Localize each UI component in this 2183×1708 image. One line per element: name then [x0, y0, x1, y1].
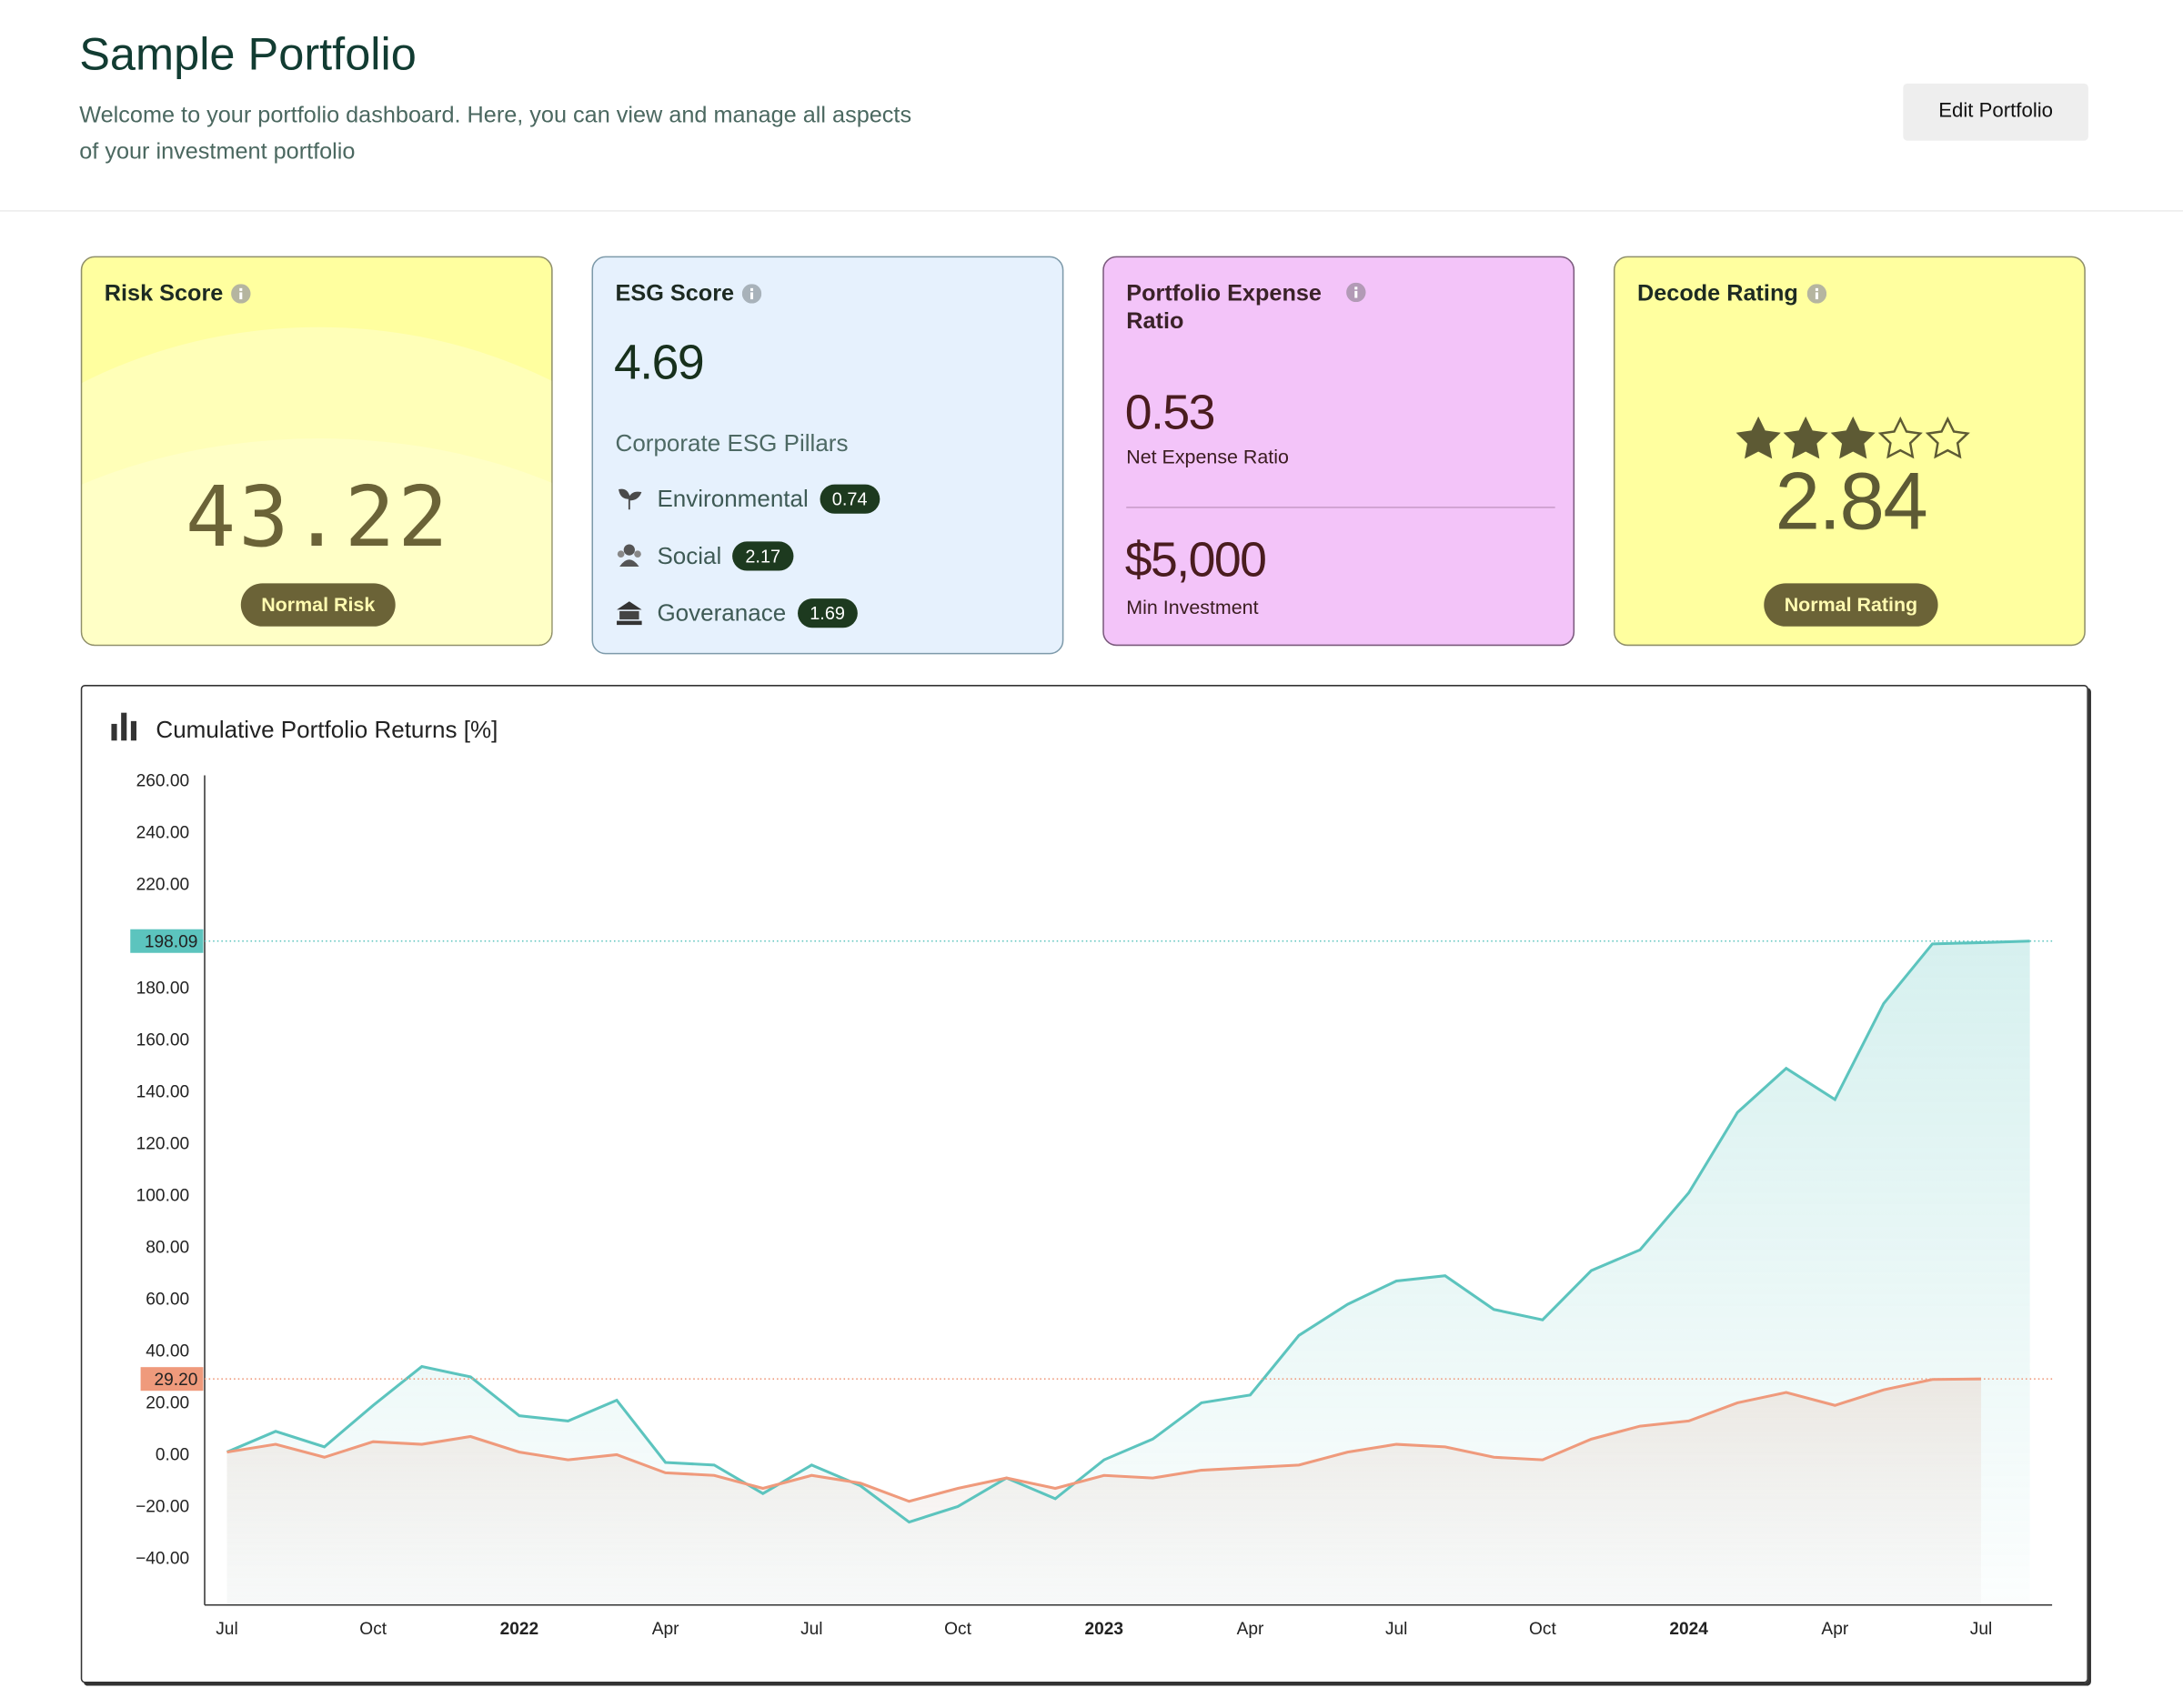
x-tick-label: Jul — [216, 1620, 237, 1639]
y-tick-label: 240.00 — [136, 823, 190, 842]
risk-badge: Normal Risk — [240, 583, 396, 627]
esg-subtitle: Corporate ESG Pillars — [615, 429, 849, 457]
esg-card: ESG Score 4.69 Corporate ESG Pillars Env… — [591, 256, 1064, 655]
pillar-name: Goveranace — [657, 599, 787, 627]
y-tick-label: 160.00 — [136, 1030, 190, 1050]
info-icon[interactable] — [1806, 284, 1826, 304]
y-tick-label: 0.00 — [156, 1446, 189, 1465]
x-tick-label: Jul — [1970, 1620, 1992, 1639]
expense-card: Portfolio Expense Ratio 0.53 Net Expense… — [1102, 256, 1575, 647]
reference-label: 198.09 — [145, 933, 198, 952]
page-subtitle: Welcome to your portfolio dashboard. Her… — [79, 103, 912, 165]
risk-card: Risk Score 43.22 Normal Risk — [80, 256, 553, 647]
reference-label-bg — [130, 929, 204, 953]
line — [226, 1377, 1982, 1503]
rating-value: 2.84 — [1775, 457, 1928, 548]
card-title-row: Risk Score — [105, 280, 251, 308]
reference-label-bg — [140, 1367, 204, 1392]
risk-value: 43.22 — [185, 468, 451, 567]
pillar-name: Environmental — [657, 486, 809, 513]
y-tick-label: 120.00 — [136, 1134, 190, 1153]
x-tick-label: Jul — [800, 1620, 822, 1639]
esg-value: 4.69 — [613, 335, 705, 390]
card-title: ESG Score — [615, 281, 735, 306]
pillar-row: Environmental 0.74 — [616, 484, 880, 514]
card-title: Decode Rating — [1636, 281, 1798, 306]
y-tick-label: 40.00 — [146, 1342, 189, 1361]
x-tick-label: Oct — [1529, 1620, 1556, 1639]
chart-title: Cumulative Portfolio Returns [%] — [156, 716, 498, 743]
y-tick-label: 20.00 — [146, 1394, 189, 1413]
risk-arcs — [82, 327, 552, 645]
info-icon[interactable] — [742, 284, 762, 304]
y-tick-label: 180.00 — [136, 979, 190, 998]
line — [226, 939, 2030, 1524]
x-tick-label: 2022 — [500, 1620, 539, 1639]
page-title: Sample Portfolio — [79, 27, 417, 80]
pillar-value: 0.74 — [820, 484, 880, 514]
info-icon[interactable] — [231, 284, 251, 304]
leaf-icon — [619, 488, 642, 510]
y-tick-label: −20.00 — [136, 1498, 189, 1517]
pillar-value: 1.69 — [797, 598, 858, 628]
divider — [1126, 507, 1555, 508]
x-tick-label: Jul — [1385, 1620, 1407, 1639]
y-tick-label: 80.00 — [146, 1239, 189, 1258]
expense-value: 0.53 — [1124, 385, 1216, 440]
y-tick-label: 260.00 — [136, 771, 190, 790]
card-title-row: Portfolio Expense Ratio — [1126, 280, 1366, 336]
rating-card: Decode Rating 2.84 Normal Rating — [1613, 256, 2086, 647]
x-tick-label: Oct — [359, 1620, 387, 1639]
reference-label: 29.20 — [154, 1371, 197, 1390]
min-investment-label: Min Investment — [1126, 596, 1259, 618]
card-title: Portfolio Expense Ratio — [1126, 281, 1322, 335]
area — [226, 1379, 1982, 1605]
x-tick-label: Apr — [652, 1620, 679, 1639]
x-tick-label: Apr — [1237, 1620, 1264, 1639]
x-tick-label: Oct — [944, 1620, 971, 1639]
card-title: Risk Score — [104, 281, 224, 306]
building-icon — [617, 601, 642, 626]
area — [226, 940, 2030, 1605]
x-tick-label: 2023 — [1084, 1620, 1123, 1639]
x-tick-label: 2024 — [1669, 1620, 1708, 1639]
chart-icon — [111, 712, 136, 741]
card-title-row: Decode Rating — [1637, 280, 1826, 308]
rating-badge: Normal Rating — [1764, 583, 1938, 627]
chart-card — [80, 685, 2088, 1683]
min-investment-value: $5,000 — [1124, 533, 1267, 588]
y-tick-label: 60.00 — [146, 1291, 189, 1310]
x-tick-label: Apr — [1821, 1620, 1848, 1639]
pillar-row: Social 2.17 — [616, 541, 793, 571]
rating-stars — [1735, 416, 1970, 459]
expense-label: Net Expense Ratio — [1126, 445, 1289, 468]
separator — [0, 210, 2183, 212]
y-tick-label: 220.00 — [136, 875, 190, 894]
pillar-row: Goveranace 1.69 — [616, 598, 858, 628]
y-tick-label: 100.00 — [136, 1186, 190, 1205]
y-tick-label: −40.00 — [136, 1550, 189, 1569]
edit-button[interactable]: Edit Portfolio — [1903, 83, 2088, 141]
info-icon[interactable] — [1346, 282, 1366, 303]
people-icon — [617, 544, 641, 567]
card-title-row: ESG Score — [616, 280, 762, 308]
pillar-value: 2.17 — [732, 541, 793, 571]
y-tick-label: 140.00 — [136, 1082, 190, 1101]
pillar-name: Social — [657, 542, 722, 570]
